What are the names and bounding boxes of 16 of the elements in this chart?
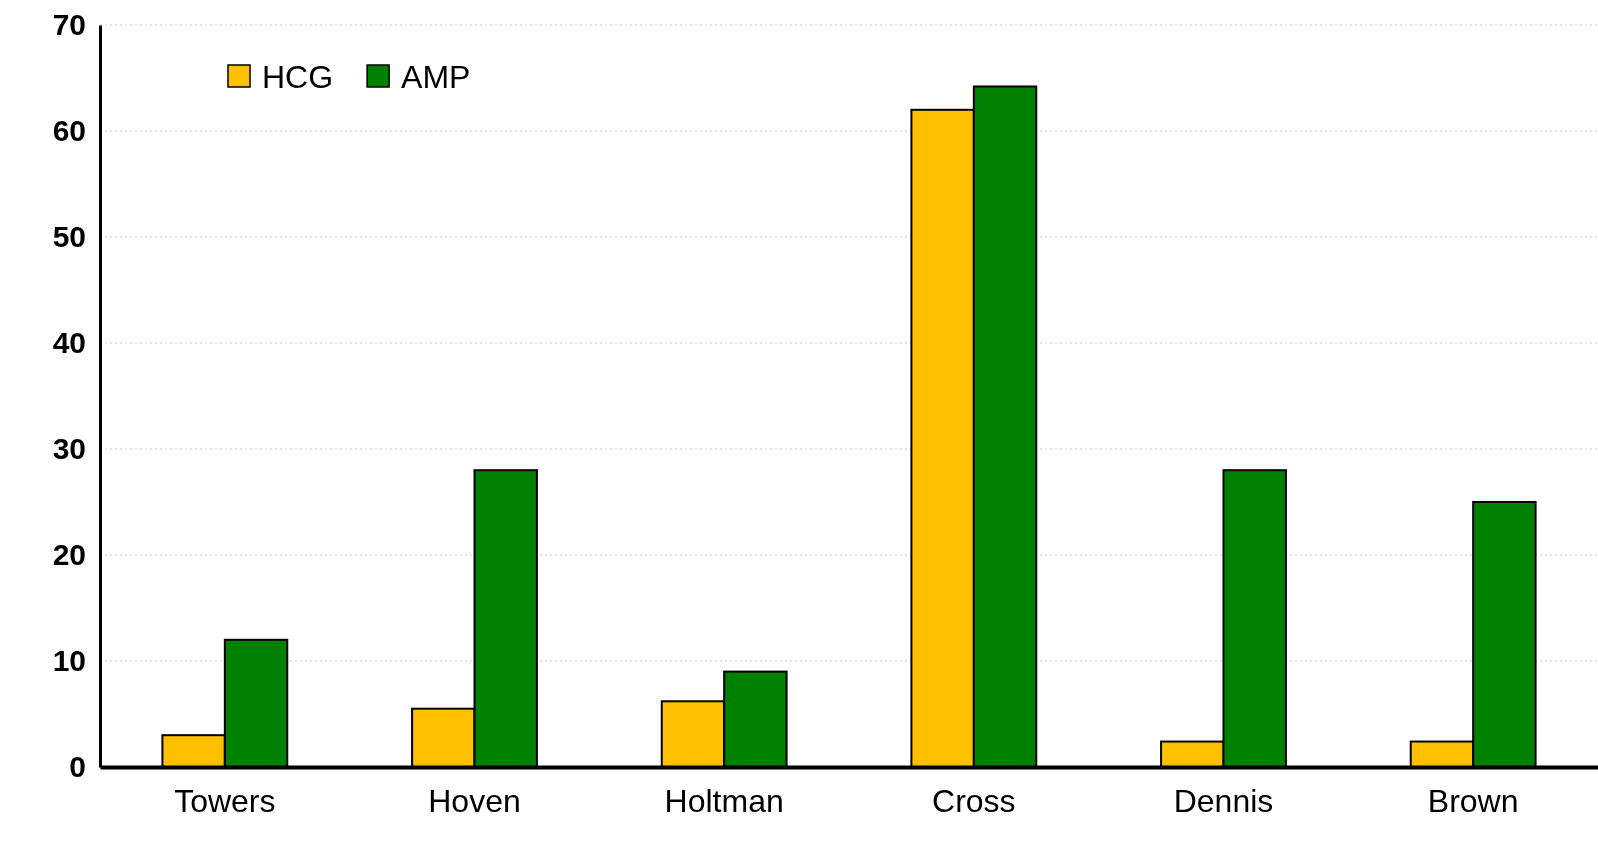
y-tick-label: 70	[52, 8, 86, 42]
x-tick-label: Cross	[932, 782, 1016, 819]
x-tick-label: Holtman	[664, 782, 784, 819]
y-tick-label: 0	[69, 750, 86, 784]
y-tick-label: 50	[52, 220, 86, 254]
legend-label: AMP	[401, 59, 471, 96]
y-tick-label: 10	[52, 644, 86, 678]
y-tick-label: 60	[52, 114, 86, 148]
x-tick-label: Hoven	[428, 782, 521, 819]
x-tick-label: Towers	[174, 782, 276, 819]
y-tick-label: 40	[52, 326, 86, 360]
legend-label: HCG	[262, 59, 334, 96]
y-tick-label: 20	[52, 538, 86, 572]
x-tick-label: Dennis	[1173, 782, 1274, 819]
x-tick-label: Brown	[1427, 782, 1519, 819]
y-tick-label: 30	[52, 432, 86, 466]
